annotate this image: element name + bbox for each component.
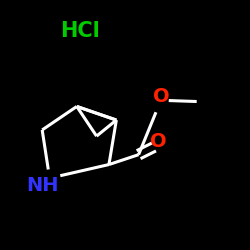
- Text: O: O: [150, 132, 167, 150]
- Text: NH: NH: [26, 176, 58, 195]
- Text: O: O: [152, 87, 169, 106]
- Text: HCl: HCl: [60, 21, 100, 41]
